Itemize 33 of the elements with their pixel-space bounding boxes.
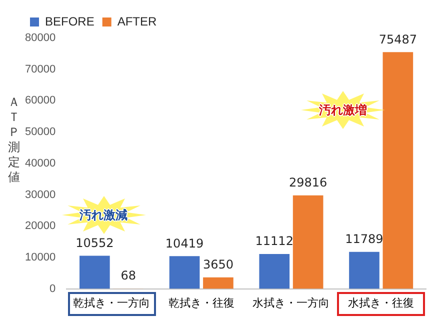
bar — [292, 195, 324, 289]
legend-label: AFTER — [117, 14, 158, 28]
x-tick-label: 乾拭き・一方向 — [73, 296, 150, 310]
y-tick-label: 50000 — [24, 126, 56, 138]
x-tick-label: 水拭き・一方向 — [252, 296, 330, 310]
legend-label: BEFORE — [45, 14, 94, 28]
bar — [259, 254, 290, 289]
y-axis-title: ＡＴＰ測定値 — [7, 95, 21, 185]
y-tick-label: 60000 — [24, 94, 56, 107]
data-label: 29816 — [288, 175, 328, 190]
y-tick-label: 0 — [49, 282, 56, 295]
y-tick-label: 70000 — [24, 63, 56, 76]
data-label: 10552 — [76, 236, 114, 250]
bar — [203, 277, 234, 289]
data-label: 11789 — [345, 232, 384, 246]
bar — [80, 256, 110, 289]
data-label: 10419 — [165, 236, 204, 250]
y-tick-label: 40000 — [24, 157, 56, 170]
data-label: 68 — [120, 268, 136, 283]
y-tick-label: 80000 — [24, 32, 56, 44]
data-label: 3650 — [202, 257, 234, 272]
annotation: 汚れ激増 — [319, 102, 368, 119]
y-tick-label: 10000 — [24, 251, 56, 264]
x-tick-label: 水拭き・往復 — [348, 296, 414, 310]
y-tick-label: 20000 — [24, 220, 56, 232]
annotation: 汚れ激減 — [80, 206, 128, 224]
bar — [349, 252, 380, 289]
bar — [382, 52, 414, 289]
bar — [169, 256, 200, 289]
x-tick-label: 乾拭き・往復 — [168, 296, 234, 310]
y-tick-label: 30000 — [24, 188, 56, 201]
data-label: 75487 — [378, 32, 418, 46]
data-label: 11112 — [255, 234, 294, 248]
